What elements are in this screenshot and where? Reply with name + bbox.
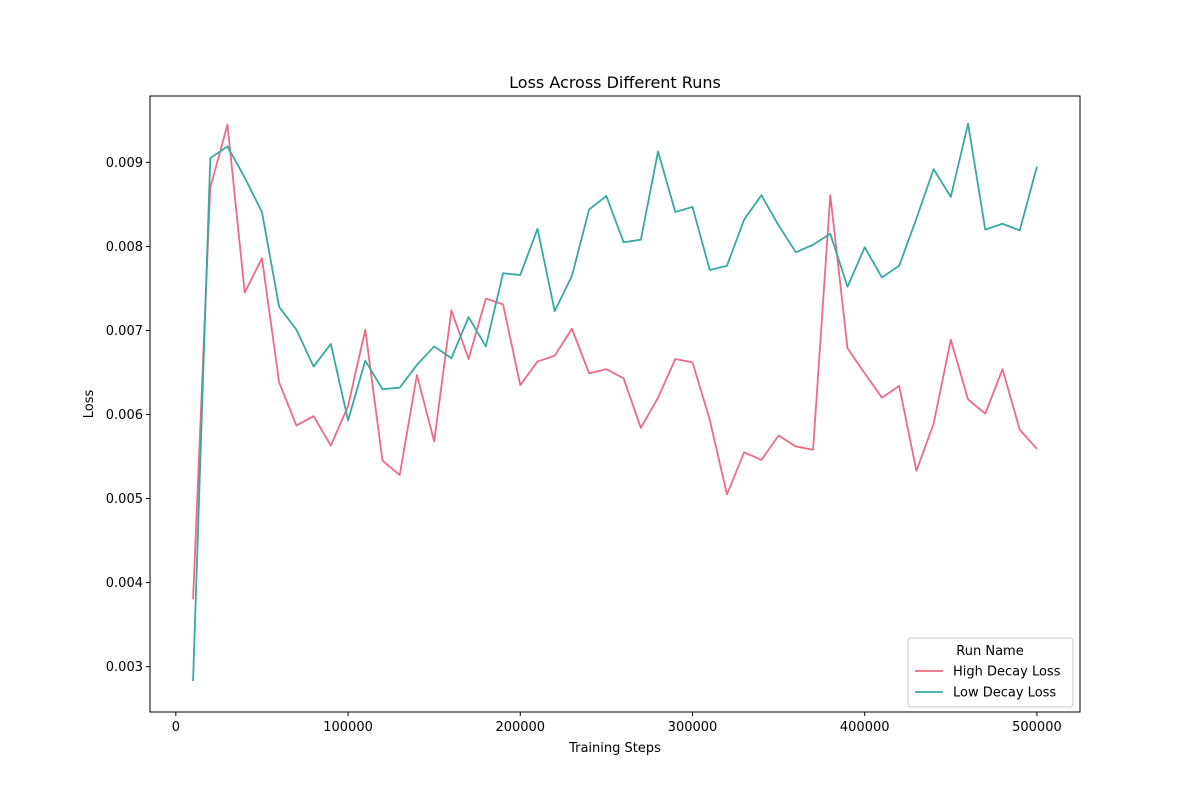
- plot-background: [150, 96, 1080, 712]
- y-tick-label: 0.007: [106, 324, 143, 339]
- legend-items: High Decay Loss Low Decay Loss: [915, 665, 1061, 701]
- x-tick-label: 400000: [840, 720, 890, 735]
- y-tick-label: 0.009: [106, 156, 143, 171]
- legend-label-low-decay-loss: Low Decay Loss: [953, 686, 1056, 701]
- legend: Run Name High Decay Loss Low Decay Loss: [907, 637, 1074, 708]
- y-tick-label: 0.005: [106, 492, 143, 507]
- legend-box: [907, 637, 1074, 708]
- y-tick-label: 0.004: [106, 576, 143, 591]
- x-tick-label: 300000: [668, 720, 718, 735]
- x-tick-label: 0: [172, 720, 180, 735]
- y-tick-label: 0.003: [106, 660, 143, 675]
- y-axis-title: Loss: [82, 390, 97, 419]
- chart-title: Loss Across Different Runs: [509, 73, 721, 92]
- series-line-high-decay-loss: [192, 123, 1038, 600]
- plot-area: [150, 96, 1080, 712]
- y-tick-label: 0.008: [106, 240, 143, 255]
- legend-title: Run Name: [956, 644, 1023, 659]
- x-tick-label: 200000: [495, 720, 545, 735]
- legend-label-high-decay-loss: High Decay Loss: [953, 665, 1061, 680]
- x-axis-title: Training Steps: [568, 741, 661, 756]
- y-tick-label: 0.006: [106, 408, 143, 423]
- x-axis-ticks: 0 100000 200000 300000 400000 500000: [172, 712, 1062, 735]
- series-line-low-decay-loss: [192, 122, 1038, 681]
- x-tick-label: 100000: [323, 720, 373, 735]
- y-axis-ticks: 0.003 0.004 0.005 0.006 0.007 0.008 0.009: [106, 156, 150, 675]
- series-layer: [192, 122, 1038, 681]
- plot-frame: [149, 95, 1081, 713]
- x-tick-label: 500000: [1012, 720, 1062, 735]
